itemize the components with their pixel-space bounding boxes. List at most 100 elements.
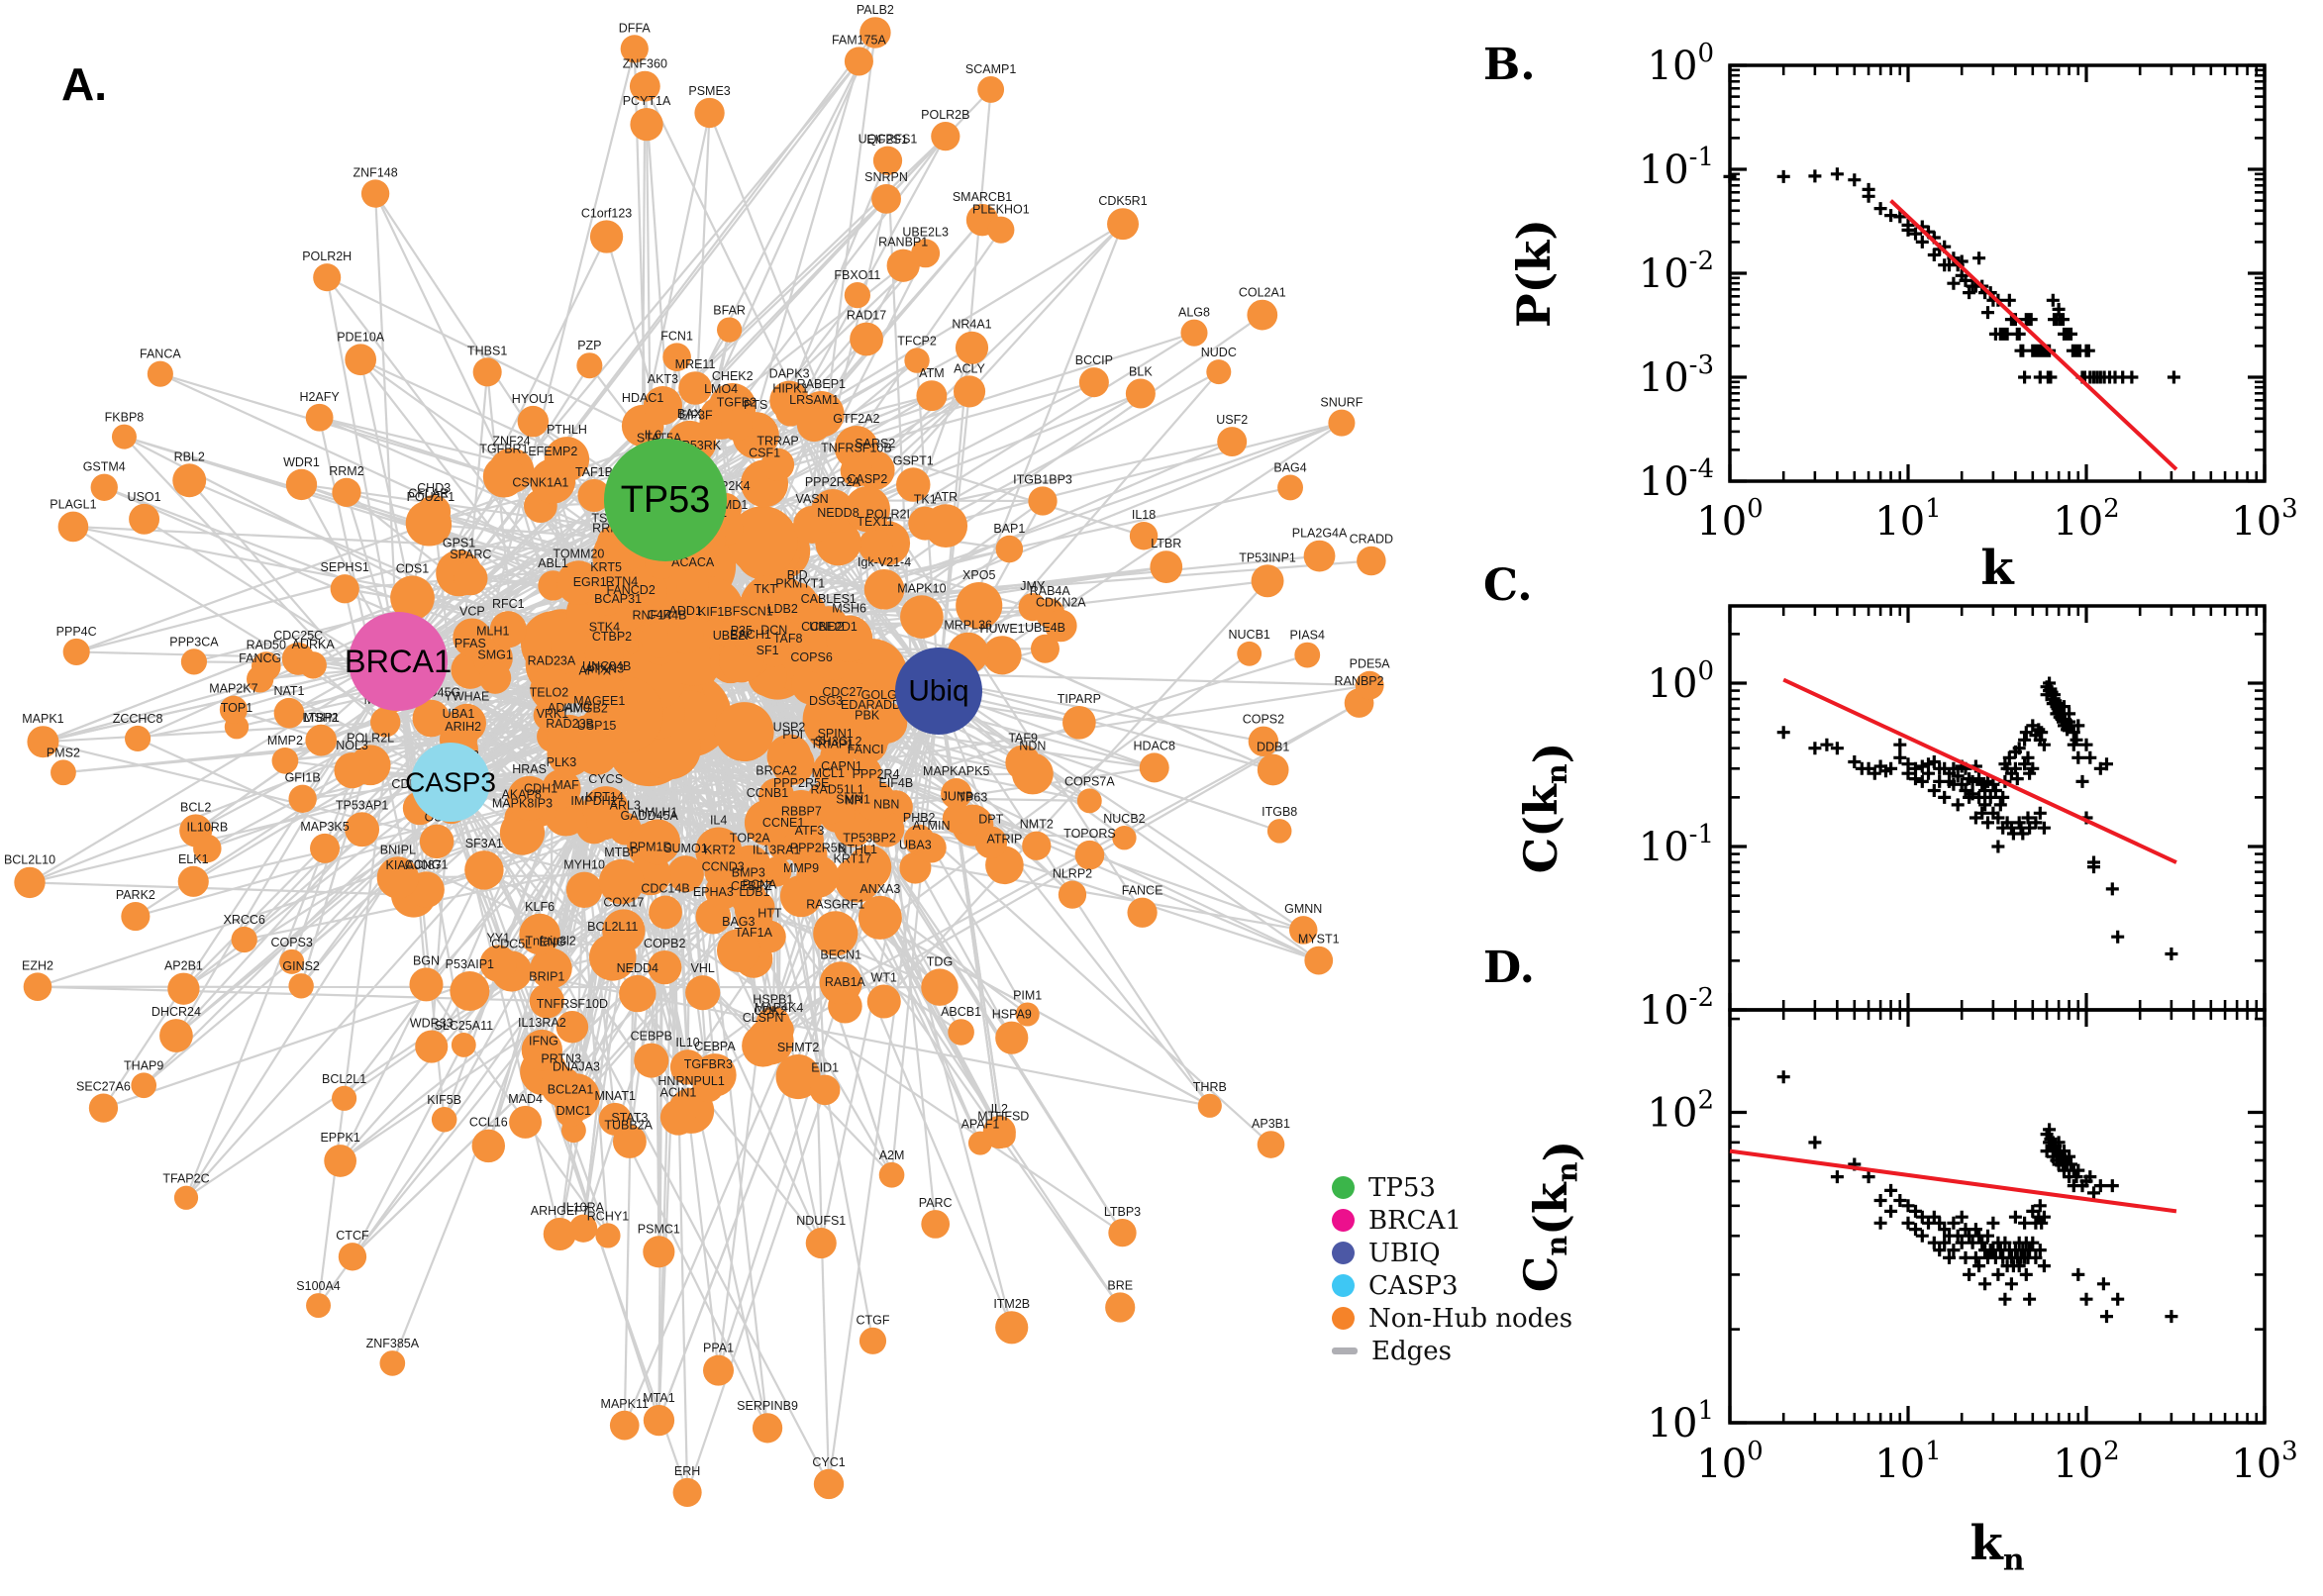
network-node-label: TUBB2A — [604, 1119, 653, 1133]
network-node — [982, 636, 1022, 675]
network-node — [763, 1014, 794, 1046]
network-node — [977, 76, 1005, 103]
network-node-label: BMP3 — [732, 865, 765, 879]
network-node-label: TAF1A — [735, 926, 773, 940]
network-node — [125, 725, 152, 752]
network-node-label: IL6 — [645, 428, 661, 442]
network-node-label: BGN — [413, 953, 440, 967]
network-node-label: APTX — [578, 663, 611, 677]
network-node-label: KRT14 — [585, 790, 624, 804]
network-node — [630, 108, 663, 142]
network-node — [530, 948, 571, 989]
network-node-label: POU2F1 — [407, 490, 455, 504]
network-node — [1266, 819, 1292, 844]
fit-line — [1889, 199, 2178, 471]
network-node-label: TAF1B — [575, 465, 613, 479]
network-node — [662, 343, 691, 372]
network-edge — [397, 364, 591, 662]
network-node — [770, 742, 815, 785]
network-edge — [188, 479, 452, 783]
network-node — [716, 929, 760, 972]
network-node — [281, 643, 315, 675]
network-node-label: PTHLH — [547, 423, 587, 437]
network-node — [730, 879, 766, 916]
y-tick-label: 102 — [1648, 1085, 1714, 1136]
network-node-label: CDK5R1 — [1098, 194, 1147, 208]
y-tick-label: 10-2 — [1639, 983, 1714, 1034]
network-node — [576, 677, 614, 715]
hub-node-tp53 — [604, 439, 727, 561]
network-node-label: SNRPN — [864, 170, 908, 184]
network-node-label: RAB4A — [1030, 584, 1071, 598]
network-node-label: NAT1 — [273, 684, 304, 698]
network-node — [131, 1072, 157, 1099]
network-node — [904, 348, 930, 373]
network-node-label: ARHGEF7 — [531, 1204, 589, 1218]
network-node — [948, 1019, 974, 1046]
network-edge — [937, 690, 1001, 1133]
network-node-label: MTA1 — [643, 1391, 674, 1405]
network-node-label: CHD3 — [417, 481, 451, 495]
network-core-blob — [714, 702, 774, 762]
plot-ticks — [1728, 1010, 2267, 1425]
network-edge — [326, 277, 400, 662]
network-node-label: PMS2 — [47, 746, 80, 759]
network-node-label: PZP — [577, 339, 601, 352]
network-node-label: GSTM4 — [83, 460, 126, 474]
network-node-label: TELO2 — [530, 686, 569, 700]
network-node-label: MYST1 — [1298, 933, 1340, 947]
network-node — [1180, 319, 1208, 347]
network-node — [231, 926, 257, 953]
network-node-label: CFLAR — [408, 486, 449, 500]
network-node-label: SPIN1 — [818, 727, 854, 741]
network-node-label: DNAJA3 — [553, 1059, 600, 1073]
network-node-label: CEBPZ — [731, 879, 772, 893]
network-edge — [397, 410, 791, 662]
network-node-label: PARC — [919, 1196, 953, 1210]
network-node-label: CABLES1 — [801, 592, 857, 606]
network-node — [1257, 753, 1289, 786]
network-node-label: ARL3 — [610, 799, 641, 813]
network-node-label: CDC5L — [491, 937, 532, 950]
network-node — [598, 858, 645, 905]
network-node-label: NUCB1 — [1228, 628, 1269, 642]
network-node-label: CYCS — [588, 772, 623, 786]
network-node-label: NP — [845, 794, 861, 808]
network-node-label: ELK1 — [178, 852, 209, 866]
network-node-label: UBA3 — [899, 838, 932, 851]
network-node — [844, 486, 890, 533]
network-node-label: EPHA3 — [693, 885, 734, 899]
network-node-label: ZCCHC8 — [113, 712, 163, 726]
network-node-label: GSPT1 — [893, 453, 934, 467]
network-node — [129, 503, 160, 535]
network-edge — [206, 642, 591, 849]
network-node — [916, 380, 948, 412]
network-node — [1357, 546, 1386, 576]
network-node-label: PDE5A — [1350, 657, 1391, 671]
network-node — [850, 322, 883, 356]
network-node-label: CDK2 — [754, 1004, 786, 1018]
network-node — [629, 70, 660, 102]
network-node-label: LDB1 — [739, 885, 769, 899]
network-node — [805, 780, 851, 825]
network-node — [1011, 752, 1054, 795]
network-node-label: HDAC8 — [1134, 739, 1175, 752]
network-node-label: RANBP2 — [1335, 674, 1384, 688]
network-node-label: PFAS — [454, 637, 486, 650]
network-node — [332, 477, 361, 508]
network-node-label: TP53BP2 — [843, 832, 896, 846]
x-tick-label: 103 — [2231, 1437, 2297, 1487]
network-node-label: MAPK11 — [601, 1397, 649, 1411]
network-node-label: GINS2 — [282, 959, 320, 973]
network-node — [507, 775, 552, 821]
network-node-label: FAM175A — [832, 33, 887, 47]
network-node — [643, 386, 682, 426]
network-node-label: EID1 — [811, 1061, 839, 1075]
network-node — [871, 183, 901, 214]
network-node-label: PLAGL1 — [50, 498, 96, 512]
network-node-label: SUMO1 — [663, 842, 708, 855]
x-axis-label: k — [1980, 541, 2015, 596]
network-node-label: RAB1A — [825, 975, 866, 989]
network-node-label: DHCR24 — [152, 1005, 201, 1019]
